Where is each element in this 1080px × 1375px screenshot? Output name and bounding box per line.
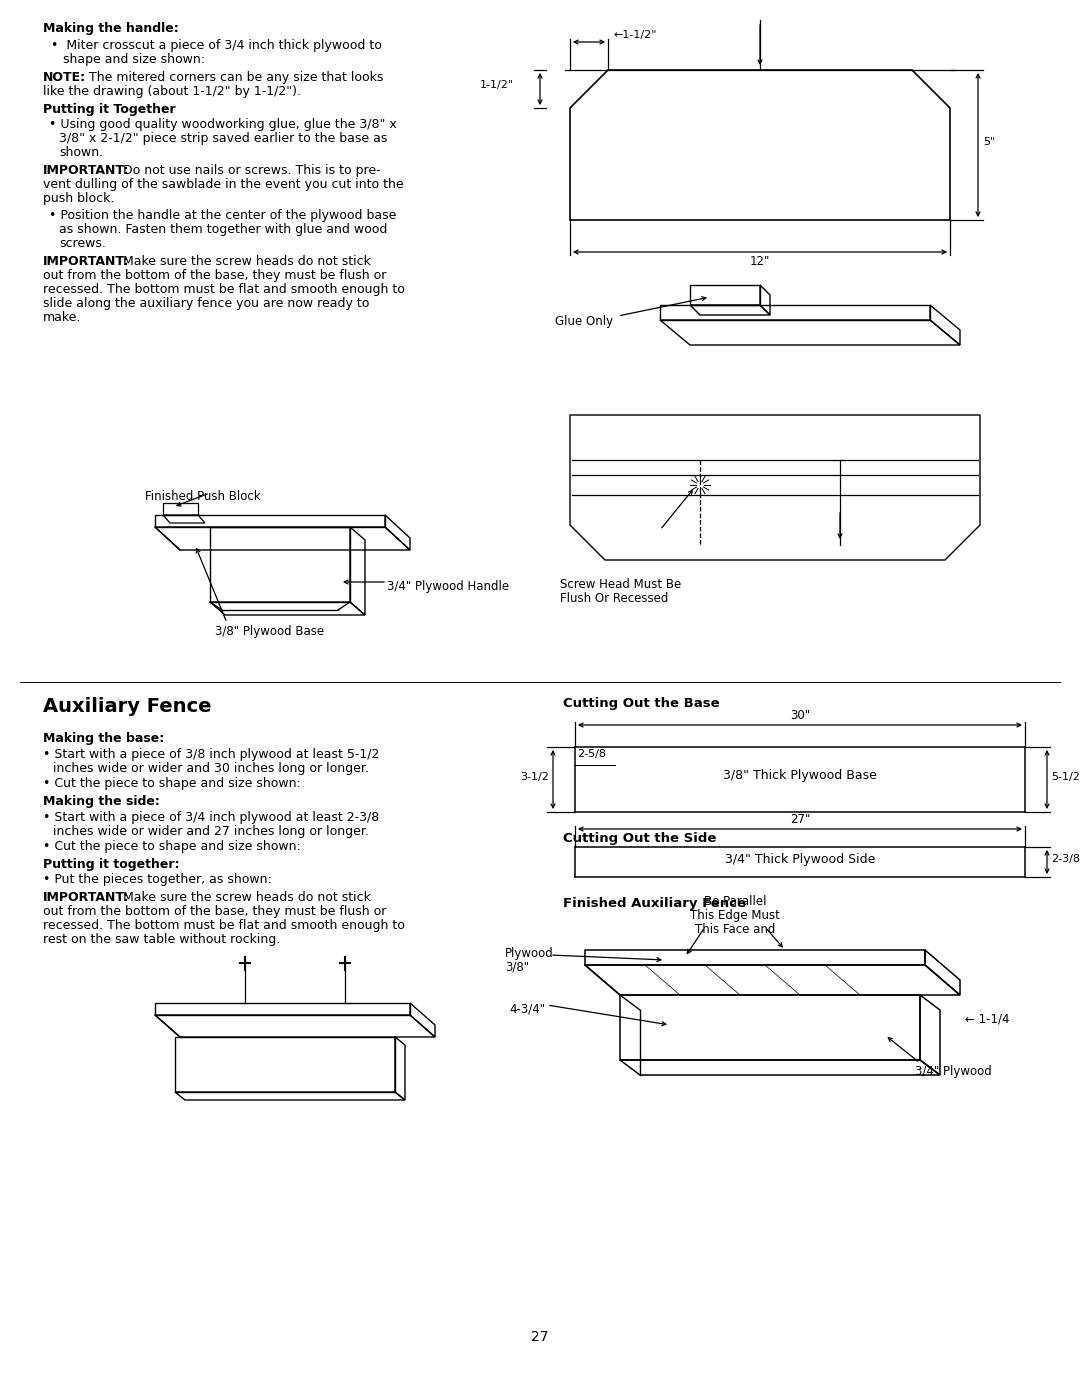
Text: rest on the saw table without rocking.: rest on the saw table without rocking.: [43, 934, 280, 946]
Text: recessed. The bottom must be flat and smooth enough to: recessed. The bottom must be flat and sm…: [43, 918, 405, 932]
Text: vent dulling of the sawblade in the event you cut into the: vent dulling of the sawblade in the even…: [43, 177, 404, 191]
Text: 27": 27": [789, 813, 810, 826]
Text: • Put the pieces together, as shown:: • Put the pieces together, as shown:: [43, 873, 272, 886]
Text: • Using good quality woodworking glue, glue the 3/8" x: • Using good quality woodworking glue, g…: [49, 118, 396, 131]
Text: inches wide or wider and 27 inches long or longer.: inches wide or wider and 27 inches long …: [53, 825, 369, 837]
Text: recessed. The bottom must be flat and smooth enough to: recessed. The bottom must be flat and sm…: [43, 283, 405, 296]
Text: 3-1/2: 3-1/2: [521, 771, 549, 782]
Text: Screw Head Must Be: Screw Head Must Be: [561, 578, 681, 591]
Text: Do not use nails or screws. This is to pre-: Do not use nails or screws. This is to p…: [119, 164, 380, 177]
Text: 27: 27: [531, 1330, 549, 1343]
Text: Putting it Together: Putting it Together: [43, 103, 176, 116]
Text: 5": 5": [983, 138, 996, 147]
Text: Flush Or Recessed: Flush Or Recessed: [561, 593, 669, 605]
Text: ← 1-1/4: ← 1-1/4: [966, 1013, 1010, 1026]
Text: 12": 12": [750, 254, 770, 268]
Text: • Cut the piece to shape and size shown:: • Cut the piece to shape and size shown:: [43, 777, 300, 791]
Text: Making the base:: Making the base:: [43, 732, 164, 745]
Text: as shown. Fasten them together with glue and wood: as shown. Fasten them together with glue…: [59, 223, 388, 236]
Text: Cutting Out the Side: Cutting Out the Side: [563, 832, 716, 846]
Text: NOTE:: NOTE:: [43, 72, 86, 84]
Text: push block.: push block.: [43, 193, 114, 205]
Text: Glue Only: Glue Only: [555, 315, 613, 329]
Text: 3/4" Plywood Handle: 3/4" Plywood Handle: [387, 580, 509, 593]
Text: Putting it together:: Putting it together:: [43, 858, 179, 870]
Text: like the drawing (about 1-1/2" by 1-1/2").: like the drawing (about 1-1/2" by 1-1/2"…: [43, 85, 301, 98]
Text: IMPORTANT:: IMPORTANT:: [43, 891, 130, 903]
Text: 2-5/8: 2-5/8: [577, 749, 606, 759]
Text: make.: make.: [43, 311, 81, 324]
Text: • Start with a piece of 3/4 inch plywood at least 2-3/8: • Start with a piece of 3/4 inch plywood…: [43, 811, 379, 824]
Text: Make sure the screw heads do not stick: Make sure the screw heads do not stick: [119, 254, 370, 268]
Text: 3/8" Thick Plywood Base: 3/8" Thick Plywood Base: [724, 769, 877, 781]
Text: screws.: screws.: [59, 236, 106, 250]
Text: 3/8" Plywood Base: 3/8" Plywood Base: [215, 626, 324, 638]
Text: out from the bottom of the base, they must be flush or: out from the bottom of the base, they mu…: [43, 905, 387, 918]
Text: • Position the handle at the center of the plywood base: • Position the handle at the center of t…: [49, 209, 396, 221]
Text: inches wide or wider and 30 inches long or longer.: inches wide or wider and 30 inches long …: [53, 762, 369, 776]
Text: 3/4" Thick Plywood Side: 3/4" Thick Plywood Side: [725, 852, 875, 865]
Text: shape and size shown:: shape and size shown:: [63, 54, 205, 66]
Text: Be Parallel: Be Parallel: [704, 895, 766, 908]
Text: Making the side:: Making the side:: [43, 795, 160, 808]
Text: 1-1/2": 1-1/2": [480, 80, 514, 89]
Text: Make sure the screw heads do not stick: Make sure the screw heads do not stick: [119, 891, 370, 903]
Text: Making the handle:: Making the handle:: [43, 22, 179, 34]
Text: ←1-1/2": ←1-1/2": [613, 30, 657, 40]
Text: Cutting Out the Base: Cutting Out the Base: [563, 697, 719, 710]
Text: Plywood: Plywood: [505, 947, 554, 960]
Text: This Face and: This Face and: [694, 923, 775, 936]
Text: slide along the auxiliary fence you are now ready to: slide along the auxiliary fence you are …: [43, 297, 369, 309]
Text: 5-1/2: 5-1/2: [1051, 771, 1080, 782]
Text: • Start with a piece of 3/8 inch plywood at least 5-1/2: • Start with a piece of 3/8 inch plywood…: [43, 748, 379, 760]
Text: shown.: shown.: [59, 146, 103, 160]
Text: 30": 30": [789, 710, 810, 722]
Text: Finished Auxiliary Fence: Finished Auxiliary Fence: [563, 896, 746, 910]
Text: IMPORTANT:: IMPORTANT:: [43, 254, 130, 268]
Text: •  Miter crosscut a piece of 3/4 inch thick plywood to: • Miter crosscut a piece of 3/4 inch thi…: [51, 38, 382, 52]
Text: IMPORTANT:: IMPORTANT:: [43, 164, 130, 177]
Text: Auxiliary Fence: Auxiliary Fence: [43, 697, 212, 716]
Text: • Cut the piece to shape and size shown:: • Cut the piece to shape and size shown:: [43, 840, 300, 852]
Text: 4-3/4": 4-3/4": [509, 1002, 545, 1016]
Text: 3/4" Plywood: 3/4" Plywood: [915, 1066, 991, 1078]
Text: This Edge Must: This Edge Must: [690, 909, 780, 923]
Text: Finished Push Block: Finished Push Block: [145, 490, 260, 503]
Text: 3/8" x 2-1/2" piece strip saved earlier to the base as: 3/8" x 2-1/2" piece strip saved earlier …: [59, 132, 388, 144]
Text: The mitered corners can be any size that looks: The mitered corners can be any size that…: [85, 72, 383, 84]
Text: 2-3/8": 2-3/8": [1051, 854, 1080, 864]
Text: out from the bottom of the base, they must be flush or: out from the bottom of the base, they mu…: [43, 270, 387, 282]
Text: 3/8": 3/8": [505, 960, 529, 973]
